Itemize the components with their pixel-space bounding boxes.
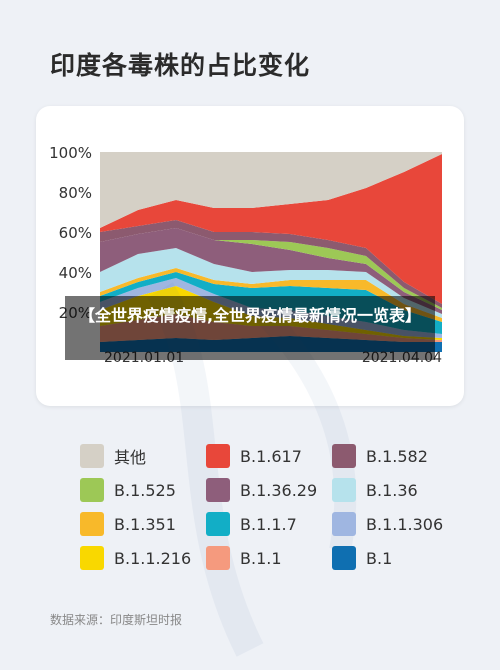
y-tick-label: 40% <box>59 264 92 282</box>
y-tick-label: 60% <box>59 224 92 242</box>
area-chart: 20%40%60%80%100%2021.01.012021.04.04 <box>49 144 442 366</box>
legend-item: B.1.582 <box>332 444 428 468</box>
legend-item: B.1.1.216 <box>80 546 191 570</box>
area-series-7 <box>100 228 442 314</box>
legend-label: B.1.525 <box>114 480 176 500</box>
legend-swatch <box>332 512 356 536</box>
legend-label: B.1.1 <box>240 548 282 568</box>
legend-label: B.1.582 <box>366 446 428 466</box>
legend-label: B.1.1.306 <box>366 514 444 534</box>
data-source: 数据来源：印度斯坦时报 <box>50 613 183 627</box>
legend-item: B.1.36.29 <box>206 478 317 502</box>
legend-item: 其他 <box>80 444 146 468</box>
chart-card: 20%40%60%80%100%2021.01.012021.04.04 <box>36 106 464 406</box>
legend-item: B.1.1.306 <box>332 512 443 536</box>
legend-label: B.1.1.7 <box>240 514 297 534</box>
area-series-9 <box>100 220 442 308</box>
legend-label: B.1.617 <box>240 446 302 466</box>
headline-overlay[interactable]: 【全世界疫情疫情,全世界疫情最新情况一览表】 <box>65 296 435 360</box>
legend-item: B.1.1 <box>206 546 282 570</box>
legend-swatch <box>206 546 230 570</box>
legend-label: 其他 <box>114 448 147 467</box>
y-tick-label: 80% <box>59 184 92 202</box>
area-series-10 <box>100 154 442 304</box>
legend-item: B.1.1.7 <box>206 512 297 536</box>
area-series-6 <box>100 248 442 318</box>
area-series-8 <box>100 228 442 310</box>
y-tick-label: 100% <box>49 144 92 162</box>
legend-label: B.1.1.216 <box>114 548 192 568</box>
area-series-5 <box>100 268 442 322</box>
legend-swatch <box>80 546 104 570</box>
legend-label: B.1.36 <box>366 480 418 500</box>
page-title: 印度各毒株的占比变化 <box>50 51 311 80</box>
legend-label: B.1 <box>366 548 393 568</box>
legend-swatch <box>80 478 104 502</box>
legend-swatch <box>206 444 230 468</box>
area-series-11 <box>100 152 442 228</box>
legend-item: B.1 <box>332 546 392 570</box>
legend-swatch <box>332 478 356 502</box>
legend-label: B.1.351 <box>114 514 176 534</box>
legend-label: B.1.36.29 <box>240 480 318 500</box>
legend-item: B.1.525 <box>80 478 176 502</box>
legend-item: B.1.351 <box>80 512 176 536</box>
legend-swatch <box>332 444 356 468</box>
legend-swatch <box>206 478 230 502</box>
legend-item: B.1.617 <box>206 444 302 468</box>
legend-swatch <box>206 512 230 536</box>
legend-item: B.1.36 <box>332 478 418 502</box>
legend-swatch <box>80 512 104 536</box>
legend-swatch <box>80 444 104 468</box>
legend-swatch <box>332 546 356 570</box>
